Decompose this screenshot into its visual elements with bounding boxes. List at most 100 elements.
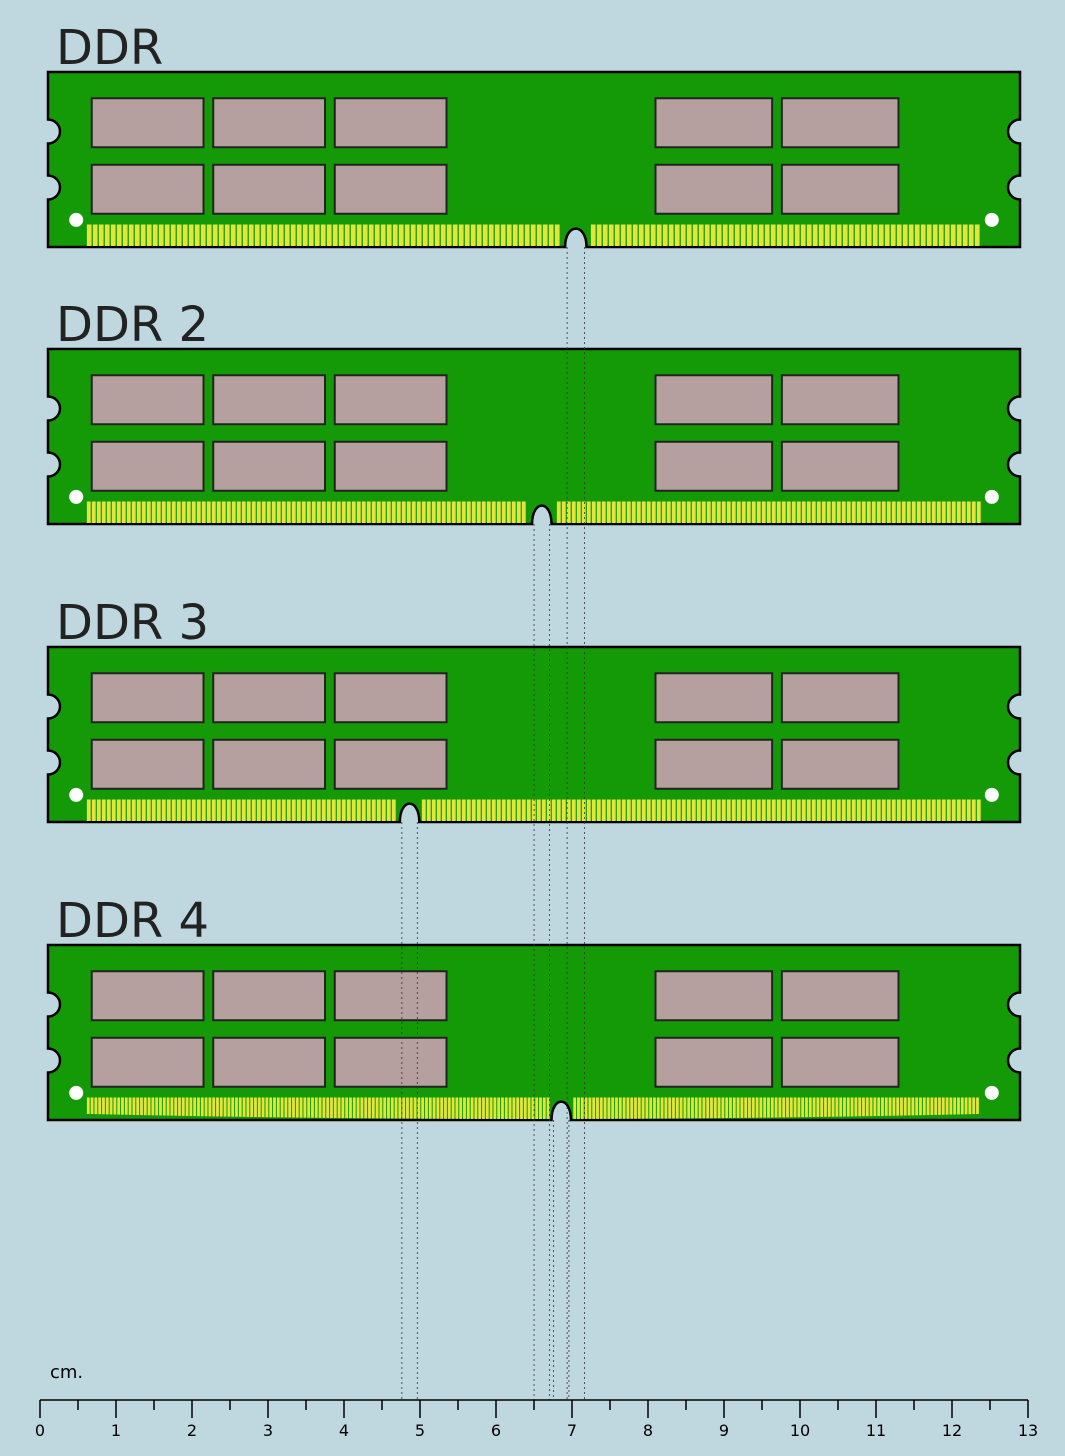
ddr4-pin	[391, 1098, 394, 1119]
ddr4-pin	[334, 1098, 337, 1118]
ddr4-pin	[714, 1098, 717, 1119]
ddr3-pin	[292, 800, 296, 822]
ddr4-pin	[433, 1098, 436, 1119]
ddr1-pin	[351, 225, 356, 247]
ddr4-pin	[581, 1098, 584, 1119]
ddr4-pin	[231, 1098, 234, 1117]
ddr1-pin	[261, 225, 266, 247]
ddr4-pin	[148, 1098, 151, 1116]
ddr4-chip	[782, 1038, 899, 1087]
ddr3-pin	[812, 800, 816, 822]
ddr4-pin	[345, 1098, 348, 1119]
ddr4-pin	[611, 1098, 614, 1119]
ddr4-label: DDR 4	[56, 893, 209, 949]
ddr4-pin	[911, 1098, 914, 1116]
ddr4-pin	[763, 1098, 766, 1118]
ddr1-pin	[423, 225, 428, 247]
ruler-unit-label: cm.	[50, 1362, 83, 1383]
ddr4-pin	[170, 1098, 173, 1116]
ddr1-pin	[603, 225, 608, 247]
ddr2-pin	[442, 502, 446, 524]
ddr1-pin	[111, 225, 116, 247]
ddr1-pin	[327, 225, 332, 247]
ddr3-pin	[557, 800, 561, 822]
ruler-tick-label: 4	[339, 1421, 349, 1440]
ddr3-pin	[492, 800, 496, 822]
ddr4-pin	[904, 1098, 907, 1116]
ddr3-pin	[677, 800, 681, 822]
ddr4-pin	[539, 1098, 542, 1119]
ddr4-pin	[136, 1098, 139, 1116]
ddr2-pin	[327, 502, 331, 524]
ddr2-pin	[297, 502, 301, 524]
ddr2-pin	[507, 502, 511, 524]
ddr1-pin	[177, 225, 182, 247]
ddr4-pin	[721, 1098, 724, 1119]
ddr1-pin	[195, 225, 200, 247]
ddr4-pin	[702, 1098, 705, 1119]
ddr2-chip	[656, 375, 773, 424]
ddr4-pin	[862, 1098, 865, 1117]
ddr4-pin	[246, 1098, 249, 1117]
ddr4-pin	[269, 1098, 272, 1118]
ddr3-pin	[337, 800, 341, 822]
ddr1-chip	[656, 98, 773, 147]
ddr2-pin	[932, 502, 936, 524]
ddr1-pin	[507, 225, 512, 247]
ddr4-pin	[972, 1098, 975, 1115]
ddr2-pin	[517, 502, 521, 524]
ddr3-pin	[822, 800, 826, 822]
ddr1-pin	[843, 225, 848, 247]
ddr3-pin	[517, 800, 521, 822]
ddr3-pin	[577, 800, 581, 822]
ddr4-pin	[482, 1098, 485, 1119]
ddr4-pin	[106, 1098, 109, 1115]
ddr4-pin	[877, 1098, 880, 1116]
ddr1-pin	[447, 225, 452, 247]
ddr4-pin	[121, 1098, 124, 1115]
ddr1-pin	[927, 225, 932, 247]
ddr2-pin	[407, 502, 411, 524]
ddr2-chip	[92, 442, 204, 491]
ddr4-pin	[478, 1098, 481, 1119]
ddr4-pin	[600, 1098, 603, 1119]
ddr2-pin	[452, 502, 456, 524]
ddr4-pin	[284, 1098, 287, 1118]
ddr1-pin	[255, 225, 260, 247]
ddr3-pin	[797, 800, 801, 822]
ddr2-pin	[217, 502, 221, 524]
ddr3-pin	[627, 800, 631, 822]
ddr2-pin	[172, 502, 176, 524]
ddr1-pin	[555, 225, 560, 247]
ddr2-chip	[92, 375, 204, 424]
ddr3-pin	[447, 800, 451, 822]
ddr4-pin	[744, 1098, 747, 1118]
ddr3-pin	[372, 800, 376, 822]
ddr4-pin	[402, 1098, 405, 1119]
ddr2-chip	[656, 442, 773, 491]
ddr2-pin	[637, 502, 641, 524]
ddr3-pin	[732, 800, 736, 822]
ddr1-pin	[663, 225, 668, 247]
ddr3-pin	[707, 800, 711, 822]
ddr1-label: DDR	[56, 20, 163, 76]
ddr3-pin	[687, 800, 691, 822]
ddr3-pin	[587, 800, 591, 822]
ddr1-pin	[825, 225, 830, 247]
ddr3-pin	[282, 800, 286, 822]
ddr3-pin	[127, 800, 131, 822]
ddr3-pin	[862, 800, 866, 822]
ddr1-pin	[723, 225, 728, 247]
ddr2-pin	[102, 502, 106, 524]
ddr4-pin	[938, 1098, 941, 1115]
ddr4-pin	[167, 1098, 170, 1116]
ddr3-pin	[947, 800, 951, 822]
ddr4-pin	[866, 1098, 869, 1117]
ddr1-pin	[729, 225, 734, 247]
ddr4-pin	[360, 1098, 363, 1119]
ddr4-pin	[577, 1098, 580, 1119]
ddr4-pin	[953, 1098, 956, 1115]
ddr4-pin	[695, 1098, 698, 1119]
ddr1-pin	[891, 225, 896, 247]
ddr2-pin	[702, 502, 706, 524]
